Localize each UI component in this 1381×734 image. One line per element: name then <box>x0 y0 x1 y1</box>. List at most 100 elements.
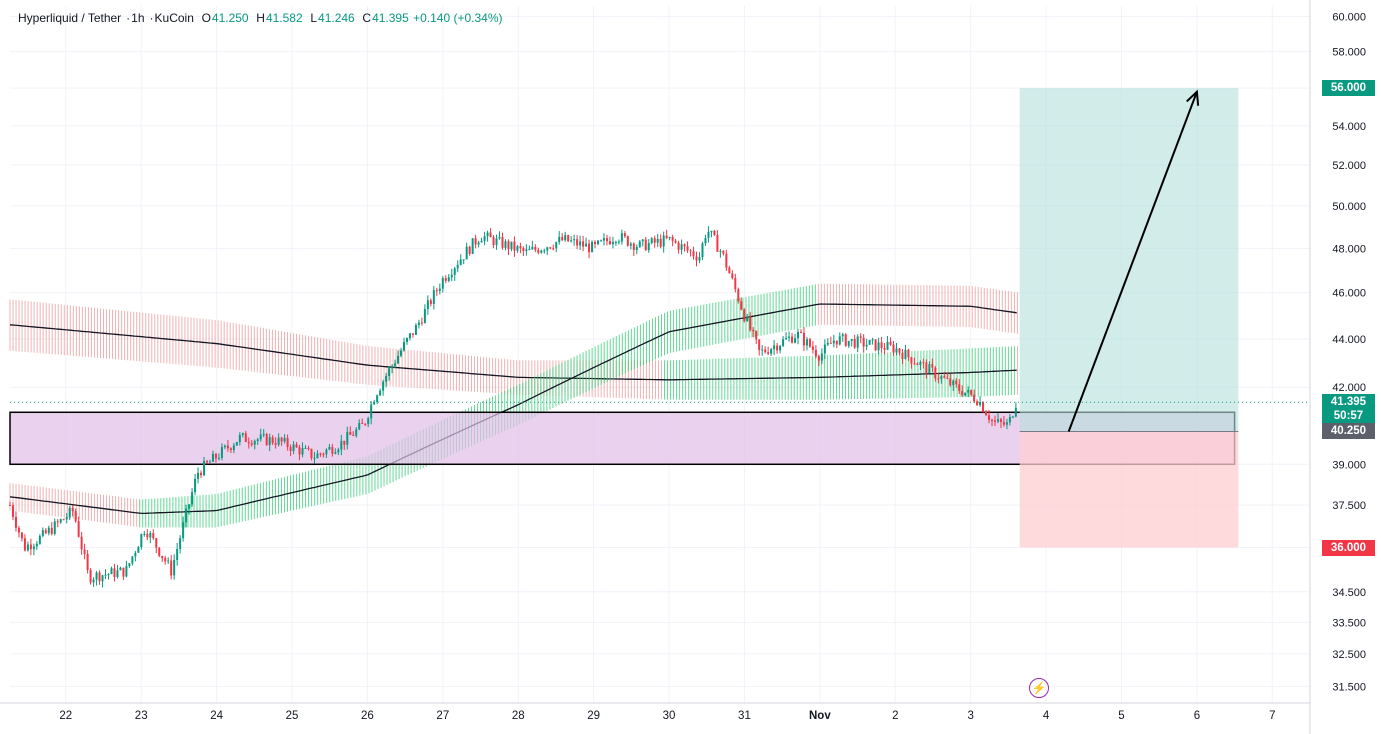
candle-body <box>283 438 286 442</box>
candle-body <box>241 433 244 435</box>
candle-body <box>788 336 791 338</box>
candle-body <box>614 241 617 243</box>
x-tick-label: 27 <box>436 710 449 722</box>
candle-body <box>638 241 641 248</box>
candle-body <box>964 392 967 396</box>
candle-body <box>928 364 931 374</box>
candle-body <box>486 232 489 237</box>
candle-body <box>411 333 414 335</box>
candle-body <box>214 453 217 459</box>
candle-body <box>134 552 137 557</box>
candle-body <box>752 330 755 332</box>
candle-body <box>516 246 519 251</box>
candle-body <box>546 247 549 251</box>
slow-band-centerline <box>9 324 1017 381</box>
candle-body <box>122 567 125 577</box>
candle-body <box>462 259 465 261</box>
x-tick-label: 28 <box>512 710 525 722</box>
candle-body <box>155 538 158 548</box>
candle-body <box>9 505 11 507</box>
candle-body <box>734 278 737 290</box>
candle-body <box>394 363 397 366</box>
candle-body <box>92 579 95 583</box>
candle-body <box>211 453 214 462</box>
candle-body <box>677 242 680 250</box>
candle-body <box>441 278 444 289</box>
candle-body <box>999 419 1002 422</box>
candle-body <box>955 380 958 385</box>
candle-body <box>707 232 710 238</box>
candle-body <box>853 339 856 348</box>
symbol-name[interactable]: Hyperliquid / Tether <box>18 11 122 25</box>
candle-body <box>331 446 334 454</box>
candle-body <box>170 560 173 576</box>
candle-body <box>573 239 576 241</box>
candle-body <box>334 452 337 454</box>
candle-body <box>889 341 892 345</box>
candle-body <box>489 232 492 238</box>
candle-body <box>552 248 555 250</box>
candle-body <box>794 338 797 343</box>
candle-body <box>495 238 498 246</box>
candle-body <box>143 533 146 535</box>
candle-body <box>200 472 203 476</box>
x-tick-label: 4 <box>1043 710 1050 722</box>
candle-body <box>98 572 101 582</box>
candle-body <box>692 251 695 257</box>
candle-body <box>617 241 620 243</box>
candle-body <box>698 257 701 261</box>
candle-body <box>405 338 408 342</box>
candle-body <box>316 453 319 459</box>
y-tick-label: 52.000 <box>1332 160 1366 172</box>
candle-body <box>820 353 823 361</box>
trend-arrow[interactable] <box>1067 91 1198 432</box>
candle-body <box>823 344 826 354</box>
candle-body <box>626 236 629 246</box>
close-value: 41.395 <box>372 11 409 25</box>
candle-body <box>531 246 534 250</box>
trend-arrow-head <box>1186 89 1200 106</box>
candle-body <box>265 434 268 446</box>
candle-body <box>310 448 313 459</box>
profit-zone[interactable] <box>1019 88 1239 432</box>
interval-label[interactable]: 1h <box>131 11 145 25</box>
candle-body <box>208 461 211 463</box>
candle-body <box>346 431 349 445</box>
candle-body <box>89 570 92 583</box>
candle-body <box>623 233 626 237</box>
candle-body <box>564 235 567 241</box>
candle-body <box>373 401 376 405</box>
candle-body <box>185 508 188 523</box>
candle-body <box>883 348 886 350</box>
candle-body <box>340 440 343 450</box>
candle-body <box>850 339 853 341</box>
loss-zone[interactable] <box>1019 431 1239 548</box>
candle-body <box>620 233 623 242</box>
y-tick-label: 33.500 <box>1332 617 1366 629</box>
candle-body <box>567 235 570 242</box>
y-tick-label: 58.000 <box>1332 47 1366 59</box>
candle-body <box>528 249 531 251</box>
candle-body <box>44 530 47 534</box>
candle-body <box>799 331 802 333</box>
candle-body <box>226 445 229 449</box>
candle-body <box>435 290 438 292</box>
candle-body <box>916 363 919 365</box>
target-price-badge: 56.000 <box>1322 80 1375 97</box>
lightning-icon[interactable]: ⚡ <box>1029 678 1049 698</box>
candle-body <box>229 448 232 450</box>
candle-body <box>659 238 662 247</box>
candle-body <box>996 419 999 422</box>
candle-body <box>295 444 298 448</box>
candle-body <box>402 341 405 351</box>
candle-body <box>277 437 280 445</box>
x-tick-label: 6 <box>1194 710 1200 722</box>
candle-body <box>549 247 552 249</box>
candle-body <box>149 533 152 538</box>
candle-body <box>262 434 265 436</box>
candle-body <box>746 316 749 321</box>
candle-body <box>197 472 200 479</box>
candle-body <box>74 511 77 522</box>
candle-body <box>35 543 38 547</box>
